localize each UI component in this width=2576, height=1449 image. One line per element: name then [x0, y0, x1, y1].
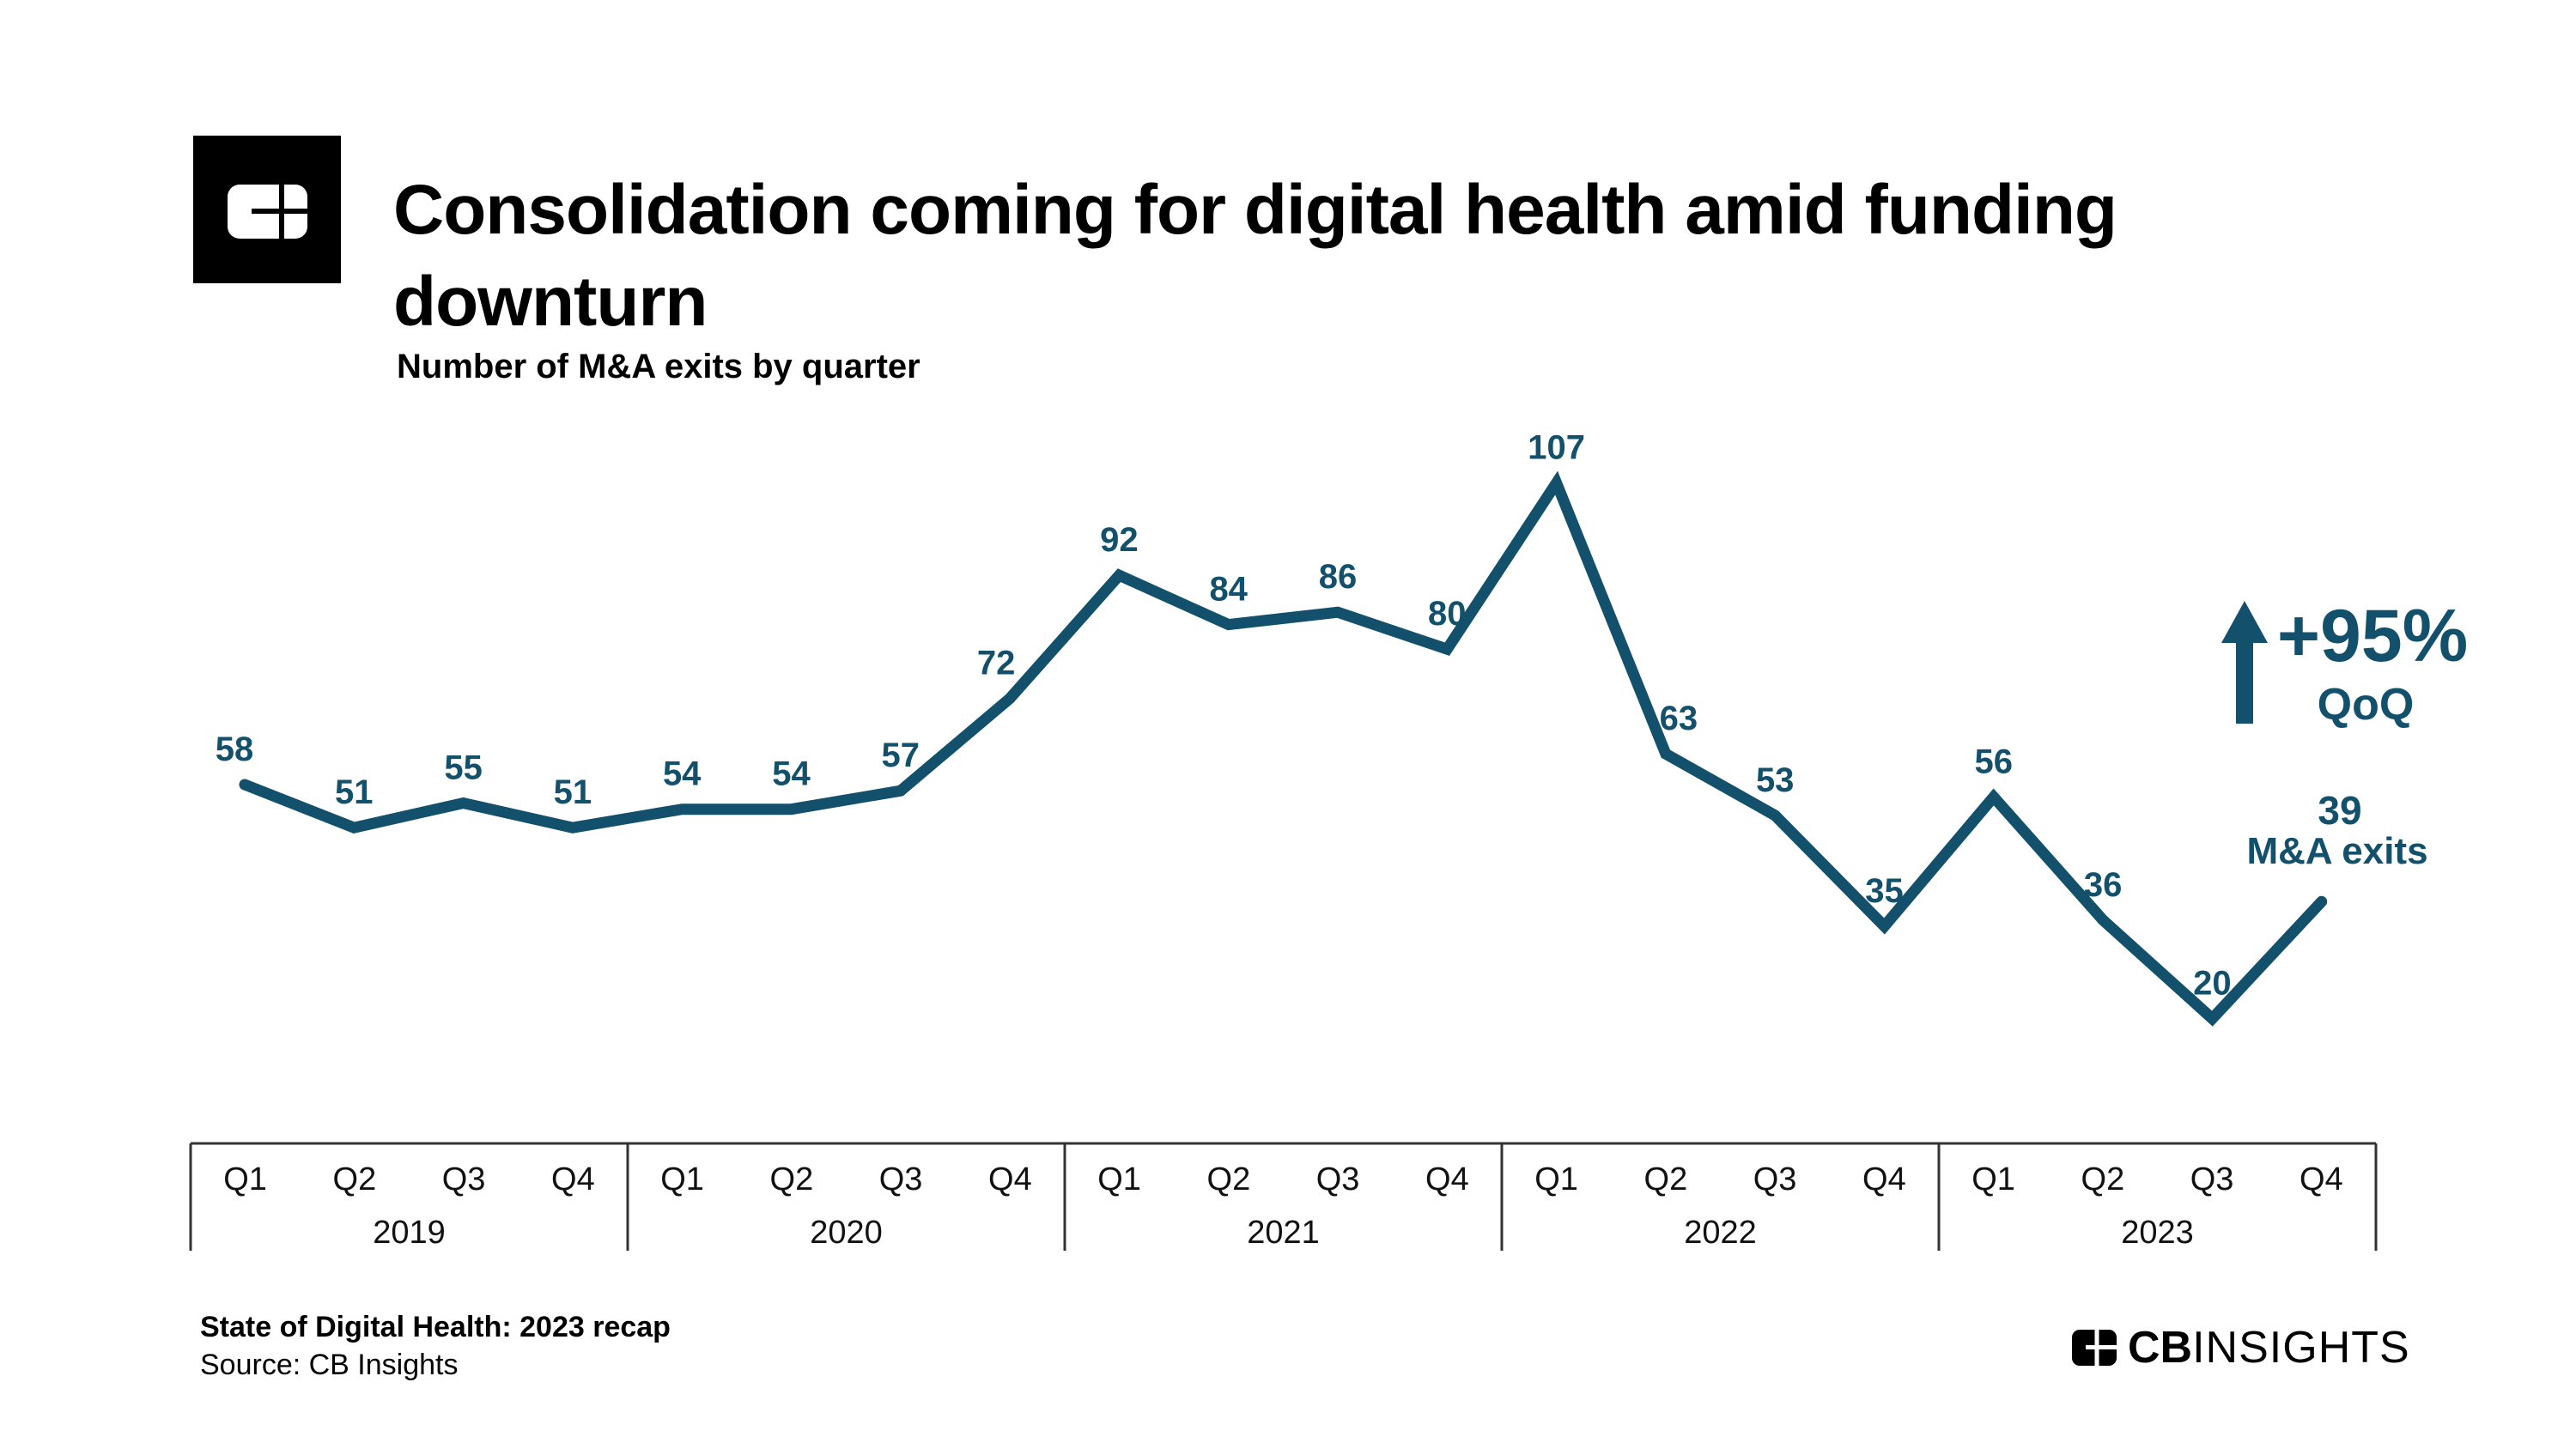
data-point-label: 55: [444, 749, 483, 787]
quarter-tick-label: Q4: [1425, 1161, 1469, 1197]
cb-insights-mark-icon: [193, 136, 341, 283]
data-point-labels: 58 51 55 51 54 54 57 72 92 84 86 80 107 63 53 35 56 36 20: [216, 429, 2232, 1003]
page-title: Consolidation coming for digital health …: [393, 170, 2117, 341]
cb-insights-logo-icon: [193, 136, 341, 283]
quarter-tick-label: Q1: [660, 1161, 704, 1197]
quarter-tick-label: Q4: [2300, 1161, 2343, 1197]
quarter-tick-label: Q3: [1316, 1161, 1360, 1197]
data-point-label: 51: [554, 773, 592, 811]
data-point-label: 57: [882, 737, 920, 774]
footer-captions: State of Digital Health: 2023 recap Sour…: [200, 1308, 671, 1384]
quarter-tick-label: Q1: [1097, 1161, 1141, 1197]
data-point-label: 54: [663, 755, 702, 793]
quarter-tick-label: Q1: [1971, 1161, 2015, 1197]
quarter-tick-label: Q3: [442, 1161, 486, 1197]
x-axis: Q1 Q2 Q3 Q4 2019 Q1 Q2 Q3 Q4 2020 Q1 Q2 Q3 Q4 2021 Q1 Q2…: [189, 1142, 2378, 1251]
series-line-group: [239, 470, 2328, 1027]
quarter-tick-label: Q3: [2190, 1161, 2234, 1197]
quarter-tick-label: Q2: [770, 1161, 814, 1197]
year-tick-label: 2020: [810, 1215, 883, 1251]
brand-insights: INSIGHTS: [2192, 1323, 2410, 1373]
data-point-label: 80: [1428, 595, 1467, 633]
data-point-label: 72: [977, 645, 1016, 682]
year-tick-label: 2022: [1684, 1215, 1757, 1251]
last-value: 39: [2318, 788, 2361, 833]
quarter-tick-label: Q4: [988, 1161, 1032, 1197]
data-point-label: 58: [216, 731, 254, 768]
data-point-label: 35: [1865, 872, 1904, 910]
data-point-label: 56: [1975, 743, 2014, 780]
year-tick-label: 2021: [1247, 1215, 1320, 1251]
brand-wordmark: CBINSIGHTS: [2128, 1322, 2410, 1373]
qoq-annotation: +95% QoQ: [2221, 595, 2468, 730]
year-tick-label: 2019: [373, 1215, 446, 1251]
qoq-change-label: QoQ: [2318, 680, 2415, 730]
quarter-tick-label: Q4: [551, 1161, 595, 1197]
cb-insights-brand: CBINSIGHTS: [2072, 1322, 2410, 1373]
quarter-tick-label: Q1: [1534, 1161, 1578, 1197]
quarter-tick-label: Q2: [1644, 1161, 1688, 1197]
quarter-tick-label: Q1: [223, 1161, 267, 1197]
cb-insights-mark-icon: [2072, 1330, 2117, 1366]
quarter-tick-label: Q4: [1862, 1161, 1906, 1197]
year-tick-label: 2023: [2121, 1215, 2194, 1251]
data-point-label: 84: [1209, 571, 1248, 609]
data-point-label: 54: [772, 755, 811, 793]
report-title: State of Digital Health: 2023 recap: [200, 1311, 671, 1343]
data-point-label: 36: [2084, 866, 2123, 904]
quarter-tick-label: Q3: [1753, 1161, 1797, 1197]
quarter-tick-label: Q3: [879, 1161, 923, 1197]
series-line: [239, 470, 2328, 1027]
source-line: Source: CB Insights: [200, 1349, 459, 1381]
data-point-label: 107: [1528, 429, 1585, 467]
quarter-tick-label: Q2: [2081, 1161, 2125, 1197]
quarter-tick-label: Q2: [333, 1161, 377, 1197]
brand-cb: CB: [2128, 1323, 2193, 1373]
qoq-change-value: +95%: [2277, 595, 2468, 677]
data-point-label: 20: [2193, 965, 2232, 1003]
chart-subtitle: Number of M&A exits by quarter: [397, 348, 920, 386]
arrow-up-icon: [2221, 601, 2268, 724]
data-point-label: 63: [1660, 700, 1698, 737]
data-point-label: 92: [1100, 521, 1139, 559]
data-point-label: 51: [335, 773, 374, 811]
quarter-tick-label: Q2: [1207, 1161, 1251, 1197]
last-value-label: M&A exits: [2246, 830, 2427, 872]
data-point-label: 86: [1319, 558, 1358, 596]
last-value-annotation: 39 M&A exits: [2246, 788, 2427, 872]
data-point-label: 53: [1756, 761, 1795, 799]
